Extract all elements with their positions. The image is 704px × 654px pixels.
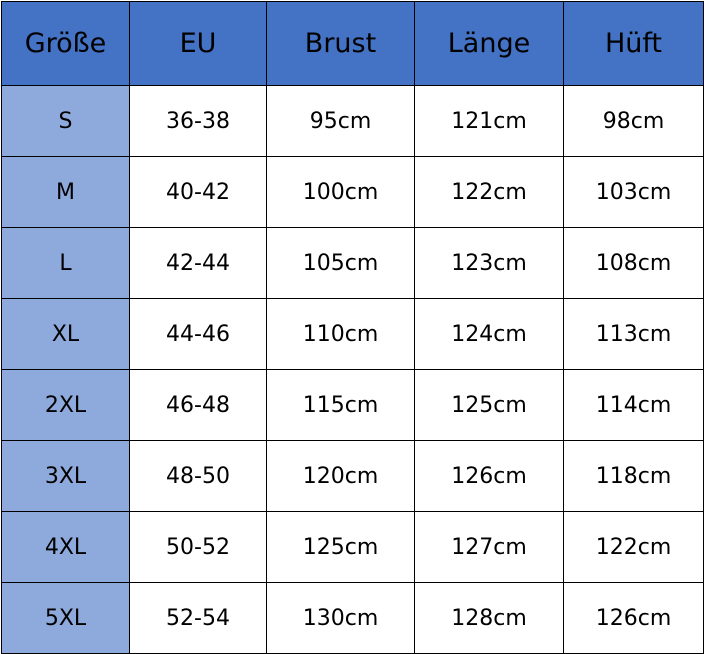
cell-eu: 40-42 bbox=[129, 156, 267, 228]
table-row: 5XL 52-54 130cm 128cm 126cm bbox=[1, 582, 704, 654]
header-row: Größe EU Brust Länge Hüft bbox=[1, 1, 704, 86]
cell-hip: 103cm bbox=[563, 156, 704, 228]
table-row: L 42-44 105cm 123cm 108cm bbox=[1, 227, 704, 299]
cell-hip: 108cm bbox=[563, 227, 704, 299]
header-length: Länge bbox=[414, 1, 564, 86]
cell-size: 2XL bbox=[1, 369, 130, 441]
cell-eu: 42-44 bbox=[129, 227, 267, 299]
cell-size: L bbox=[1, 227, 130, 299]
cell-eu: 52-54 bbox=[129, 582, 267, 654]
table-row: 3XL 48-50 120cm 126cm 118cm bbox=[1, 440, 704, 512]
table-row: S 36-38 95cm 121cm 98cm bbox=[1, 85, 704, 157]
cell-hip: 126cm bbox=[563, 582, 704, 654]
cell-chest: 95cm bbox=[266, 85, 415, 157]
cell-hip: 98cm bbox=[563, 85, 704, 157]
cell-length: 122cm bbox=[414, 156, 564, 228]
header-hip: Hüft bbox=[563, 1, 704, 86]
cell-size: XL bbox=[1, 298, 130, 370]
cell-eu: 44-46 bbox=[129, 298, 267, 370]
cell-size: M bbox=[1, 156, 130, 228]
cell-chest: 110cm bbox=[266, 298, 415, 370]
cell-length: 126cm bbox=[414, 440, 564, 512]
header-size: Größe bbox=[1, 1, 130, 86]
cell-eu: 48-50 bbox=[129, 440, 267, 512]
cell-eu: 50-52 bbox=[129, 511, 267, 583]
cell-eu: 36-38 bbox=[129, 85, 267, 157]
cell-chest: 115cm bbox=[266, 369, 415, 441]
cell-length: 124cm bbox=[414, 298, 564, 370]
cell-length: 128cm bbox=[414, 582, 564, 654]
cell-chest: 130cm bbox=[266, 582, 415, 654]
table-row: XL 44-46 110cm 124cm 113cm bbox=[1, 298, 704, 370]
table-row: 2XL 46-48 115cm 125cm 114cm bbox=[1, 369, 704, 441]
cell-chest: 125cm bbox=[266, 511, 415, 583]
header-eu: EU bbox=[129, 1, 267, 86]
cell-size: 5XL bbox=[1, 582, 130, 654]
cell-length: 125cm bbox=[414, 369, 564, 441]
cell-hip: 114cm bbox=[563, 369, 704, 441]
cell-size: 4XL bbox=[1, 511, 130, 583]
cell-eu: 46-48 bbox=[129, 369, 267, 441]
header-chest: Brust bbox=[266, 1, 415, 86]
cell-hip: 122cm bbox=[563, 511, 704, 583]
cell-chest: 120cm bbox=[266, 440, 415, 512]
cell-chest: 105cm bbox=[266, 227, 415, 299]
cell-size: S bbox=[1, 85, 130, 157]
cell-size: 3XL bbox=[1, 440, 130, 512]
cell-hip: 118cm bbox=[563, 440, 704, 512]
cell-hip: 113cm bbox=[563, 298, 704, 370]
cell-chest: 100cm bbox=[266, 156, 415, 228]
cell-length: 121cm bbox=[414, 85, 564, 157]
table-row: M 40-42 100cm 122cm 103cm bbox=[1, 156, 704, 228]
cell-length: 127cm bbox=[414, 511, 564, 583]
table-row: 4XL 50-52 125cm 127cm 122cm bbox=[1, 511, 704, 583]
cell-length: 123cm bbox=[414, 227, 564, 299]
